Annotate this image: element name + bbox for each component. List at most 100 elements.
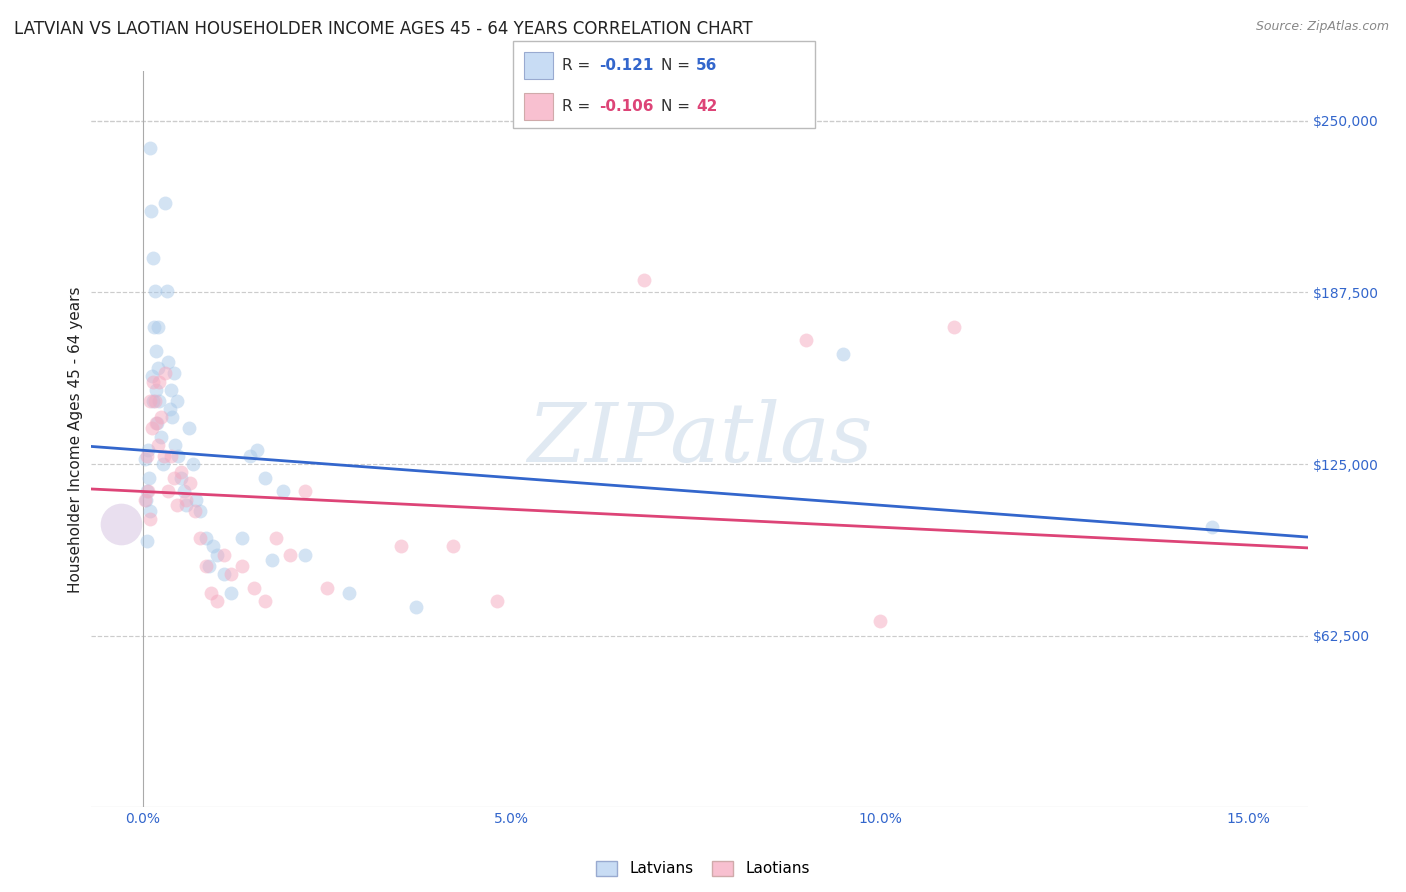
Point bbox=[264, 531, 287, 545]
Point bbox=[212, 548, 235, 562]
Point bbox=[134, 492, 156, 507]
Point bbox=[221, 566, 243, 581]
Point bbox=[231, 558, 253, 573]
Point bbox=[135, 533, 157, 548]
Point bbox=[231, 531, 253, 545]
Point bbox=[271, 484, 294, 499]
Point bbox=[146, 416, 169, 430]
Point bbox=[179, 476, 201, 491]
Point bbox=[205, 548, 228, 562]
Point bbox=[832, 347, 855, 361]
Point bbox=[146, 319, 169, 334]
Point bbox=[139, 204, 162, 219]
Point bbox=[135, 449, 157, 463]
Point bbox=[145, 344, 167, 359]
Point bbox=[150, 429, 173, 443]
Point bbox=[163, 367, 186, 381]
Point bbox=[316, 581, 339, 595]
Point bbox=[280, 548, 302, 562]
Point bbox=[441, 540, 464, 554]
Point bbox=[202, 540, 225, 554]
Point bbox=[177, 421, 200, 435]
Point bbox=[138, 504, 160, 518]
Point bbox=[194, 558, 217, 573]
Point bbox=[157, 355, 180, 369]
Point bbox=[152, 457, 174, 471]
Point bbox=[142, 393, 165, 408]
Point bbox=[174, 492, 197, 507]
Point bbox=[160, 383, 183, 397]
Point bbox=[150, 410, 173, 425]
Point bbox=[198, 558, 221, 573]
Point bbox=[183, 504, 205, 518]
Text: -0.106: -0.106 bbox=[599, 99, 654, 114]
Point bbox=[148, 360, 170, 375]
Text: N =: N = bbox=[661, 99, 695, 114]
Text: LATVIAN VS LAOTIAN HOUSEHOLDER INCOME AGES 45 - 64 YEARS CORRELATION CHART: LATVIAN VS LAOTIAN HOUSEHOLDER INCOME AG… bbox=[14, 20, 752, 37]
Point bbox=[159, 402, 181, 417]
Point bbox=[294, 548, 316, 562]
Point bbox=[166, 393, 188, 408]
Point bbox=[136, 484, 159, 499]
Text: 56: 56 bbox=[696, 58, 717, 73]
Point bbox=[170, 471, 193, 485]
Point bbox=[142, 375, 165, 389]
Point bbox=[143, 319, 166, 334]
Point bbox=[152, 449, 174, 463]
Point bbox=[145, 416, 167, 430]
Point bbox=[246, 443, 269, 458]
Point bbox=[136, 484, 159, 499]
Point bbox=[153, 367, 176, 381]
Point bbox=[143, 393, 166, 408]
Point bbox=[260, 553, 283, 567]
Point bbox=[869, 614, 891, 628]
Point bbox=[173, 484, 195, 499]
Point bbox=[337, 586, 360, 600]
Point bbox=[205, 594, 228, 608]
Point bbox=[181, 457, 204, 471]
Point bbox=[110, 517, 132, 532]
Point bbox=[162, 410, 184, 425]
Point bbox=[138, 512, 160, 526]
Point bbox=[170, 465, 193, 479]
Point bbox=[153, 196, 176, 211]
Text: N =: N = bbox=[661, 58, 695, 73]
Point bbox=[253, 471, 276, 485]
Text: R =: R = bbox=[562, 58, 596, 73]
Point bbox=[145, 383, 167, 397]
Point bbox=[633, 273, 655, 287]
Point bbox=[405, 599, 427, 614]
Point bbox=[294, 484, 316, 499]
Point bbox=[166, 498, 188, 512]
Point bbox=[200, 586, 222, 600]
Point bbox=[190, 531, 212, 545]
Point bbox=[389, 540, 412, 554]
Point bbox=[212, 566, 235, 581]
Point bbox=[194, 531, 217, 545]
Y-axis label: Householder Income Ages 45 - 64 years: Householder Income Ages 45 - 64 years bbox=[67, 286, 83, 592]
Text: -0.121: -0.121 bbox=[599, 58, 654, 73]
Point bbox=[242, 581, 264, 595]
Point bbox=[155, 284, 177, 298]
Point bbox=[138, 471, 160, 485]
Point bbox=[174, 498, 197, 512]
Point bbox=[796, 334, 818, 348]
Point bbox=[139, 393, 162, 408]
Point bbox=[165, 438, 187, 452]
Point bbox=[148, 393, 170, 408]
Point bbox=[157, 484, 180, 499]
Point bbox=[135, 492, 157, 507]
Text: 42: 42 bbox=[696, 99, 717, 114]
Point bbox=[146, 438, 169, 452]
Point bbox=[167, 449, 190, 463]
Point bbox=[136, 443, 159, 458]
Point bbox=[139, 141, 162, 155]
Point bbox=[190, 504, 212, 518]
Point bbox=[184, 492, 207, 507]
Point bbox=[148, 375, 170, 389]
Point bbox=[134, 451, 156, 466]
Text: R =: R = bbox=[562, 99, 596, 114]
Point bbox=[253, 594, 276, 608]
Text: Source: ZipAtlas.com: Source: ZipAtlas.com bbox=[1256, 20, 1389, 33]
Point bbox=[141, 369, 163, 384]
